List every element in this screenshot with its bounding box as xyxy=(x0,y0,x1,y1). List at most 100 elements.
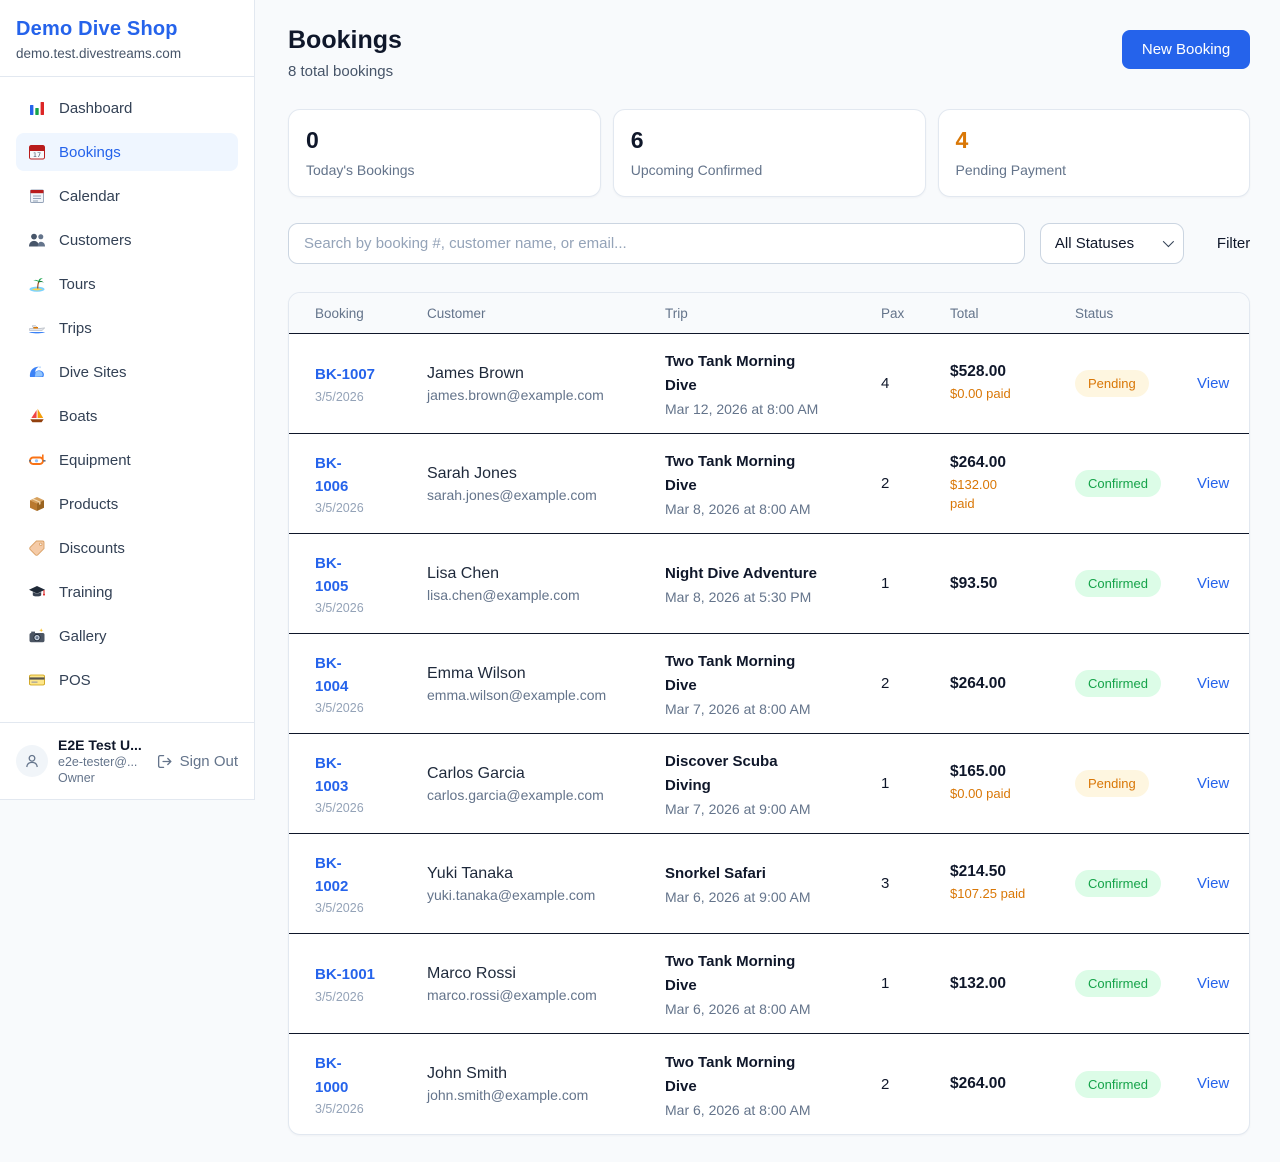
booking-date: 3/5/2026 xyxy=(315,1101,364,1116)
sidebar-item-trips[interactable]: Trips xyxy=(16,309,238,347)
status-badge: Confirmed xyxy=(1075,970,1161,997)
trip-name: Two Tank Morning Dive xyxy=(665,453,796,494)
sidebar: Demo Dive Shop demo.test.divestreams.com… xyxy=(0,0,255,800)
bookings-table: Booking Customer Trip Pax Total Status B… xyxy=(288,292,1251,1135)
pax-count: 2 xyxy=(881,475,890,492)
new-booking-button[interactable]: New Booking xyxy=(1121,30,1251,69)
view-link[interactable]: View xyxy=(1197,474,1230,492)
booking-id-link[interactable]: BK- 1006 xyxy=(315,454,349,495)
status-badge: Pending xyxy=(1075,770,1149,797)
trip-name: Two Tank Morning Dive xyxy=(665,953,796,994)
booking-id-link[interactable]: BK- 1004 xyxy=(315,654,349,695)
sidebar-item-tours[interactable]: Tours xyxy=(16,265,238,303)
customer-name: Emma Wilson xyxy=(427,664,526,682)
trip-datetime: Mar 8, 2026 at 5:30 PM xyxy=(665,589,812,605)
sidebar-item-label: Bookings xyxy=(59,143,121,161)
sidebar-item-products[interactable]: Products xyxy=(16,485,238,523)
user-role: Owner xyxy=(58,771,95,785)
stat-value: 0 xyxy=(306,127,319,153)
sidebar-item-label: Customers xyxy=(59,231,132,249)
booking-date: 3/5/2026 xyxy=(315,989,364,1004)
sidebar-item-equipment[interactable]: Equipment xyxy=(16,441,238,479)
view-link[interactable]: View xyxy=(1197,974,1230,992)
sidebar-item-label: Gallery xyxy=(59,627,107,645)
tag-icon xyxy=(28,539,46,557)
customer-email: carlos.garcia@example.com xyxy=(427,786,604,803)
column-header-customer: Customer xyxy=(427,305,486,321)
sidebar-item-pos[interactable]: POS xyxy=(16,661,238,699)
total-amount: $93.50 xyxy=(950,574,998,592)
credit-card-icon xyxy=(28,671,46,689)
page-title: Bookings xyxy=(288,26,402,54)
booking-date: 3/5/2026 xyxy=(315,801,364,816)
booking-id-link[interactable]: BK- 1000 xyxy=(315,1055,349,1096)
sidebar-item-label: Calendar xyxy=(59,187,120,205)
sidebar-item-gallery[interactable]: Gallery xyxy=(16,617,238,655)
trip-name: Two Tank Morning Dive xyxy=(665,653,796,694)
avatar xyxy=(16,745,48,777)
view-link[interactable]: View xyxy=(1197,774,1230,792)
pax-count: 4 xyxy=(881,375,890,392)
sidebar-user-footer: E2E Test U... e2e-tester@... Owner Sign … xyxy=(0,722,254,799)
sidebar-item-dive-sites[interactable]: Dive Sites xyxy=(16,353,238,391)
paid-amount: $107.25 paid xyxy=(950,886,1026,902)
sidebar-item-label: Discounts xyxy=(59,539,125,557)
stat-label: Today's Bookings xyxy=(306,162,415,178)
customer-email: john.smith@example.com xyxy=(427,1087,589,1103)
wave-icon xyxy=(28,363,46,381)
booking-id-link[interactable]: BK-1007 xyxy=(315,366,376,384)
sidebar-item-bookings[interactable]: 17 Bookings xyxy=(16,133,238,171)
booking-id-link[interactable]: BK- 1005 xyxy=(315,554,349,595)
sign-out-button[interactable]: Sign Out xyxy=(156,753,238,770)
total-amount: $214.50 xyxy=(950,863,1007,881)
filter-bar: All Statuses Filter xyxy=(288,223,1250,264)
sidebar-item-label: POS xyxy=(59,671,91,689)
sidebar-item-discounts[interactable]: Discounts xyxy=(16,529,238,567)
booking-date: 3/5/2026 xyxy=(315,901,364,916)
trip-name: Two Tank Morning Dive xyxy=(665,353,796,394)
booking-id-link[interactable]: BK- 1002 xyxy=(315,854,349,895)
trip-datetime: Mar 12, 2026 at 8:00 AM xyxy=(665,401,819,417)
stat-card-upcoming-confirmed: 6 Upcoming Confirmed xyxy=(612,109,926,197)
customer-email: james.brown@example.com xyxy=(427,386,604,403)
trip-datetime: Mar 6, 2026 at 8:00 AM xyxy=(665,1001,811,1017)
view-link[interactable]: View xyxy=(1197,574,1230,592)
booking-date: 3/5/2026 xyxy=(315,601,364,616)
customer-name: James Brown xyxy=(427,364,524,382)
trip-datetime: Mar 7, 2026 at 8:00 AM xyxy=(665,701,811,717)
view-link[interactable]: View xyxy=(1197,374,1230,392)
total-amount: $528.00 xyxy=(950,363,1007,381)
customer-email: marco.rossi@example.com xyxy=(427,986,597,1003)
status-select[interactable]: All Statuses xyxy=(1039,223,1184,264)
view-link[interactable]: View xyxy=(1197,674,1230,692)
trip-name: Discover Scuba Diving xyxy=(665,753,778,794)
trip-name: Snorkel Safari xyxy=(665,865,766,882)
trip-datetime: Mar 7, 2026 at 9:00 AM xyxy=(665,801,811,817)
stat-label: Pending Payment xyxy=(955,162,1067,178)
total-amount: $165.00 xyxy=(950,763,1007,781)
booking-id-link[interactable]: BK-1001 xyxy=(315,966,376,984)
sidebar-item-boats[interactable]: Boats xyxy=(16,397,238,435)
graduation-cap-icon xyxy=(28,583,46,601)
column-header-trip: Trip xyxy=(665,305,688,321)
pax-count: 2 xyxy=(881,675,890,692)
search-input[interactable] xyxy=(288,223,1025,264)
pax-count: 1 xyxy=(881,775,890,792)
sidebar-item-training[interactable]: Training xyxy=(16,573,238,611)
sidebar-item-label: Dive Sites xyxy=(59,363,127,381)
sidebar-item-dashboard[interactable]: Dashboard xyxy=(16,89,238,127)
status-badge: Confirmed xyxy=(1075,670,1161,697)
view-link[interactable]: View xyxy=(1197,874,1230,892)
booking-id-link[interactable]: BK- 1003 xyxy=(315,754,349,795)
status-select-wrap: All Statuses xyxy=(1039,223,1184,264)
user-email: e2e-tester@... xyxy=(58,755,138,769)
booking-date: 3/5/2026 xyxy=(315,389,364,404)
paid-amount: $132.00 paid xyxy=(950,476,997,511)
sidebar-item-calendar[interactable]: Calendar xyxy=(16,177,238,215)
view-link[interactable]: View xyxy=(1197,1075,1230,1092)
filter-button[interactable]: Filter xyxy=(1216,235,1251,252)
stat-label: Upcoming Confirmed xyxy=(630,162,763,178)
sidebar-item-customers[interactable]: Customers xyxy=(16,221,238,259)
stats-row: 0 Today's Bookings 6 Upcoming Confirmed … xyxy=(288,109,1251,197)
user-meta: E2E Test U... e2e-tester@... Owner xyxy=(58,737,146,785)
